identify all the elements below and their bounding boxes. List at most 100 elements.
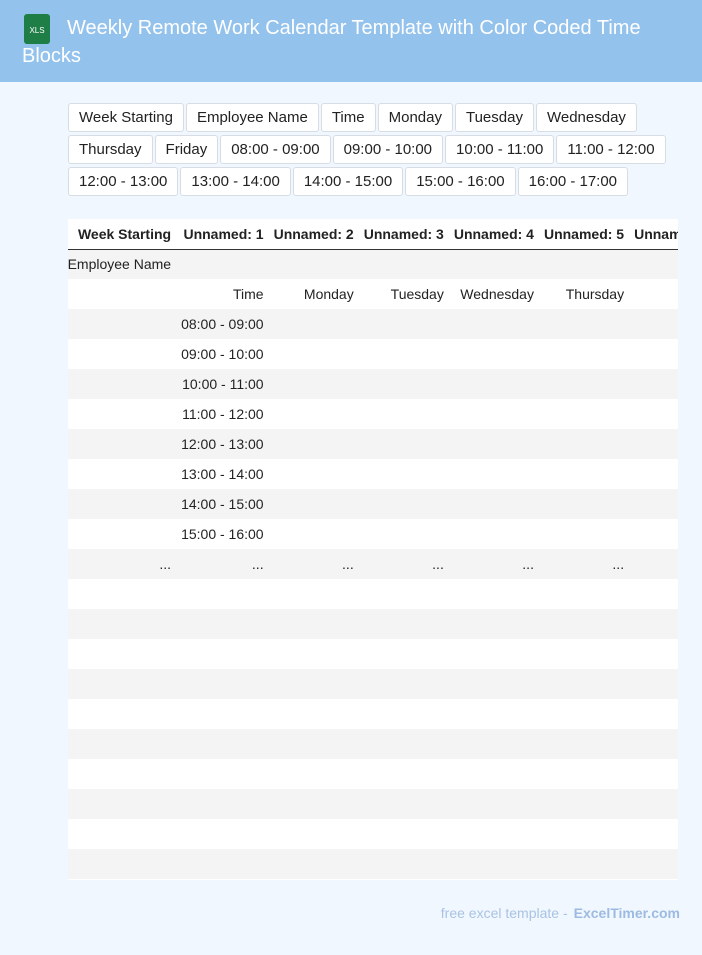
table-cell [363,309,454,339]
column-header: Unnamed: 1 [181,219,274,250]
tag[interactable]: 16:00 - 17:00 [517,167,629,196]
table-cell [274,519,364,549]
table-cell [68,699,181,729]
column-header: Unnamed: 3 [363,219,454,250]
table-row: 50 [68,849,678,879]
table-row: 0Employee Name [68,249,678,279]
table-cell: 12:00 - 13:00 [181,429,274,459]
table-cell [68,729,182,759]
table-cell [68,789,182,819]
table-row: 46 [68,729,678,759]
table-cell [273,609,364,639]
table-cell [68,279,181,309]
table-cell: Employee Name [68,249,182,279]
table-cell: Tuesday [390,286,444,302]
table-cell [181,609,274,639]
table-cell [273,249,364,279]
table-cell [181,699,274,729]
table-cell [68,519,181,549]
table-cell [543,309,635,339]
table-row: 42 [68,609,678,639]
table-cell [543,849,635,879]
table-cell [364,399,454,429]
table-cell [634,579,678,609]
table-cell [634,399,678,429]
table-cell [68,369,182,399]
tag[interactable]: 14:00 - 15:00 [292,167,404,196]
table-cell [68,579,181,609]
table-row: 48 [68,789,678,819]
tag[interactable]: Friday [154,135,219,164]
table-cell [68,399,181,429]
tag[interactable]: Employee Name [185,103,319,132]
table-cell [543,609,635,639]
tag[interactable]: Wednesday [535,103,637,132]
table-cell [364,819,454,849]
table-row: 410:00 - 11:00 [68,369,678,399]
table-cell [68,669,182,699]
tag[interactable]: 08:00 - 09:00 [220,135,331,164]
table-cell [68,759,181,789]
tag[interactable]: 13:00 - 14:00 [180,167,291,196]
column-header: Week Starting [68,219,182,250]
table-cell [544,579,634,609]
table-cell: 13:00 - 14:00 [181,466,264,482]
header-row: Week Starting Unnamed: 1 Unnamed: 2 Unnamed… [68,219,678,250]
table-cell [453,249,544,279]
table-cell [364,759,454,789]
tag[interactable]: 11:00 - 12:00 [556,135,666,164]
table-cell [363,729,454,759]
table-cell [274,579,364,609]
tag[interactable]: Time [320,103,376,132]
table-cell [181,849,274,879]
table-cell [273,429,364,459]
table-cell: ... [543,549,635,579]
tag[interactable]: 12:00 - 13:00 [68,167,179,196]
tag[interactable]: 10:00 - 11:00 [445,135,555,164]
table-cell: 08:00 - 09:00 [181,309,274,339]
table-cell [634,249,678,279]
table-cell [273,789,364,819]
table-cell: ... [453,549,544,579]
table-cell [544,699,634,729]
table-row: 208:00 - 09:00 [68,309,678,339]
table-cell [454,579,544,609]
table-cell [273,369,364,399]
table-cell [68,819,181,849]
table-cell [634,519,678,549]
table-cell [543,669,635,699]
table-cell [543,429,635,459]
table-cell [363,609,454,639]
tag[interactable]: Thursday [68,135,153,164]
table-cell: 15:00 - 16:00 [181,526,264,542]
table-cell [544,819,634,849]
table-cell [364,639,454,669]
table-cell [181,249,274,279]
table-cell [364,579,454,609]
tag[interactable]: Monday [377,103,453,132]
table-cell [453,789,544,819]
table-cell [454,819,544,849]
tag-list: Week Starting Employee Name Time Monday Tues… [68,103,668,199]
tag[interactable]: Tuesday [454,103,534,132]
tag[interactable]: Week Starting [68,103,184,132]
header: XLS Weekly Remote Work Calendar Template… [0,0,702,82]
table-cell: 10:00 - 11:00 [181,369,274,399]
brand[interactable]: ExcelTimer.com [573,905,680,921]
table-cell: Thursday [565,286,625,302]
footer: free excel template - ExcelTimer.com [441,905,680,921]
table-cell [634,369,678,399]
table-cell [274,639,364,669]
column-header: Unnamed: 5 [543,219,635,250]
table-cell [181,669,274,699]
table-cell: Wednesday [460,286,534,302]
table-cell [274,459,364,489]
tag[interactable]: 09:00 - 10:00 [332,135,444,164]
table-cell: 09:00 - 10:00 [181,346,264,362]
table-cell [363,669,454,699]
table-cell [634,729,678,759]
page-title: Weekly Remote Work Calendar Template wit… [22,17,641,67]
table-cell [454,759,544,789]
table-cell [543,369,635,399]
tag[interactable]: 15:00 - 16:00 [405,167,516,196]
